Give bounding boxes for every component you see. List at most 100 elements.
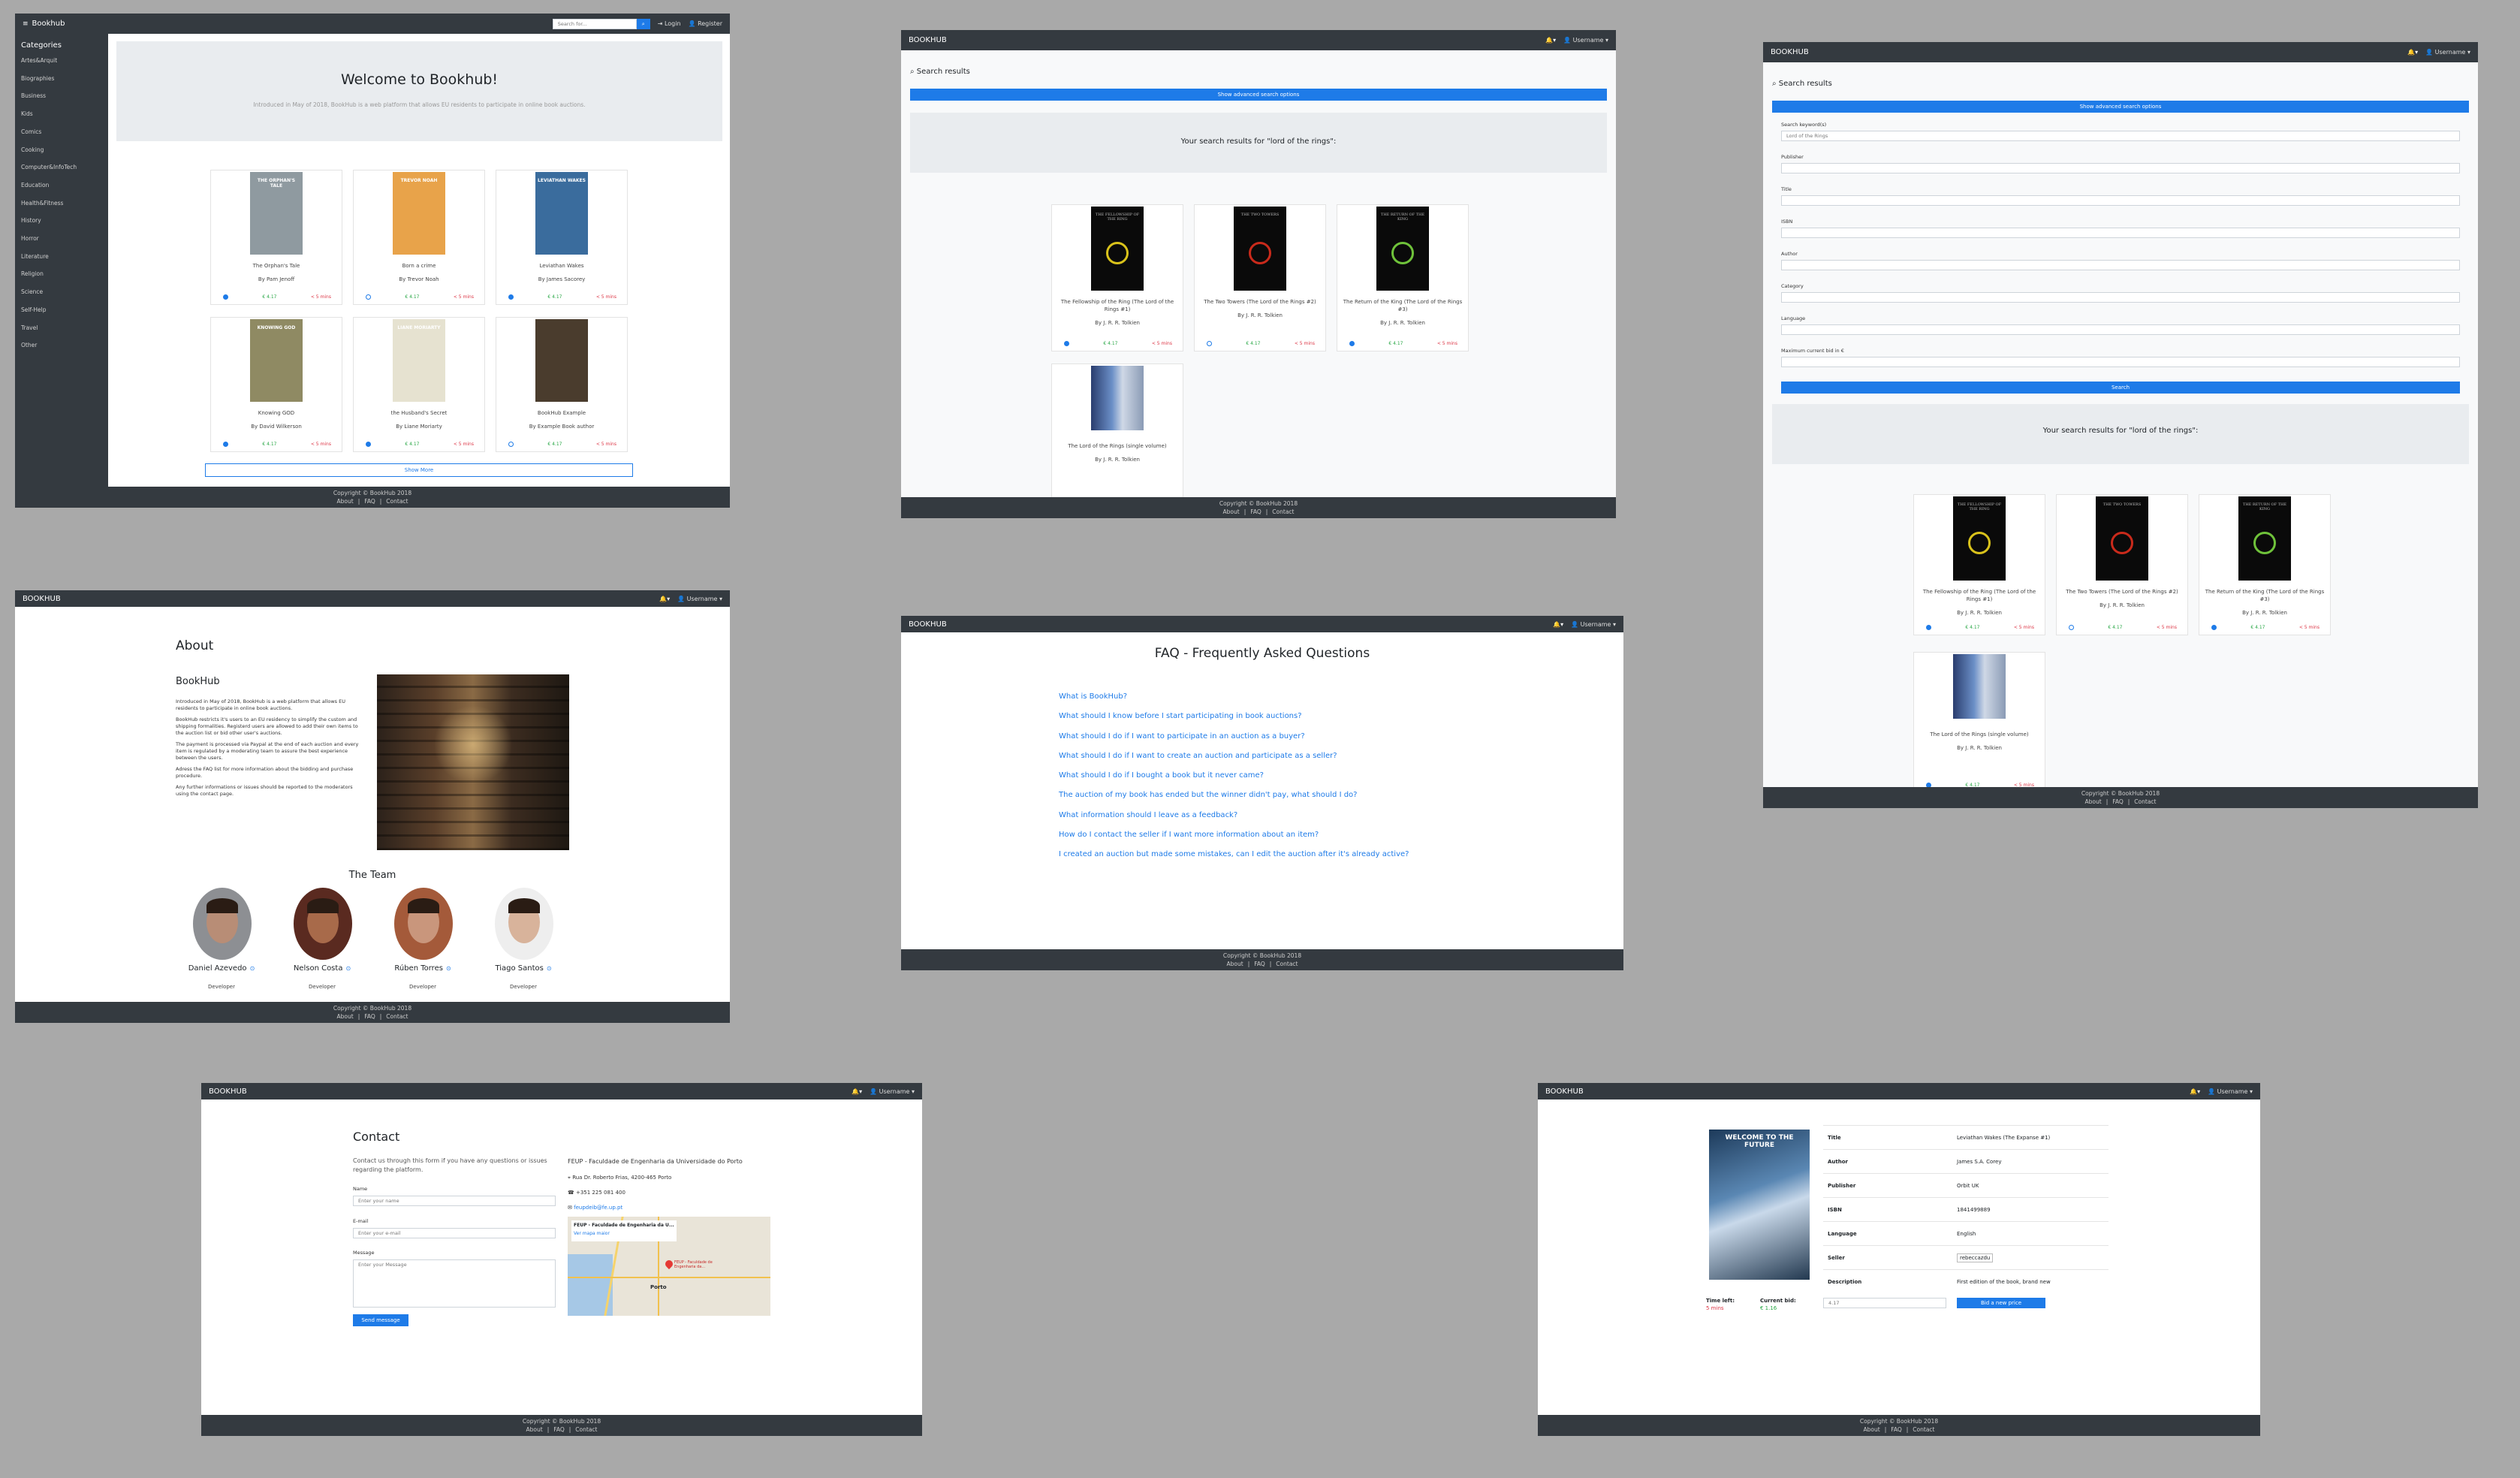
- footer-faq-link[interactable]: FAQ: [1254, 961, 1265, 967]
- adv-field-input-2[interactable]: [1781, 195, 2460, 206]
- book-cover[interactable]: LIANE MORIARTY: [393, 319, 445, 402]
- bell-icon[interactable]: 🔔▾: [1553, 620, 1564, 628]
- brand-logo[interactable]: Bookhub: [32, 20, 65, 28]
- map-pin-icon[interactable]: [663, 1258, 675, 1270]
- map-embed[interactable]: FEUP - Faculdade de Engenharia da U... V…: [568, 1217, 770, 1316]
- faq-question-4[interactable]: What should I do if I bought a book but …: [1059, 771, 1264, 780]
- book-card[interactable]: BookHub Example By Example Book author € 4…: [496, 317, 628, 452]
- adv-field-input-6[interactable]: [1781, 324, 2460, 335]
- footer-about-link[interactable]: About: [1222, 508, 1240, 515]
- adv-field-input-4[interactable]: [1781, 260, 2460, 270]
- book-card[interactable]: TREVOR NOAH Born a crime By Trevor Noah € 4…: [353, 170, 485, 305]
- footer-about-link[interactable]: About: [1863, 1426, 1880, 1433]
- book-card[interactable]: THE FELLOWSHIP OF THE RING The Fellowship…: [1051, 204, 1183, 351]
- brand-logo[interactable]: BOOKHUB: [1545, 1087, 1584, 1096]
- book-cover[interactable]: [1953, 654, 2006, 719]
- book-cover[interactable]: THE FELLOWSHIP OF THE RING: [1953, 496, 2006, 581]
- register-link[interactable]: 👤 Register: [688, 20, 722, 27]
- book-card[interactable]: THE TWO TOWERS The Two Towers (The Lord o…: [2056, 494, 2188, 635]
- search-input[interactable]: Search for...: [552, 18, 637, 29]
- watch-icon[interactable]: [1926, 625, 1931, 630]
- search-submit-button[interactable]: Search: [1781, 382, 2460, 394]
- faq-question-0[interactable]: What is BookHub?: [1059, 692, 1128, 701]
- book-card[interactable]: KNOWING GOD Knowing GOD By David Wilkerson…: [210, 317, 342, 452]
- adv-field-input-5[interactable]: [1781, 292, 2460, 303]
- email-input[interactable]: Enter your e-mail: [353, 1228, 556, 1238]
- book-cover[interactable]: THE ORPHAN'S TALE: [250, 172, 303, 255]
- book-card[interactable]: THE RETURN OF THE KING The Return of the …: [2199, 494, 2331, 635]
- book-cover[interactable]: THE FELLOWSHIP OF THE RING: [1091, 207, 1144, 291]
- faq-question-8[interactable]: I created an auction but made some mista…: [1059, 850, 1409, 859]
- book-cover[interactable]: THE TWO TOWERS: [1234, 207, 1286, 291]
- watch-icon[interactable]: [508, 442, 514, 447]
- user-menu[interactable]: 👤 Username ▾: [1563, 37, 1608, 44]
- github-icon[interactable]: ⊙: [249, 965, 255, 972]
- bell-icon[interactable]: 🔔▾: [659, 595, 671, 602]
- brand-logo[interactable]: BOOKHUB: [909, 36, 947, 44]
- footer-faq-link[interactable]: FAQ: [364, 498, 375, 505]
- book-cover[interactable]: KNOWING GOD: [250, 319, 303, 402]
- footer-contact-link[interactable]: Contact: [1276, 961, 1298, 967]
- user-menu[interactable]: 👤 Username ▾: [677, 595, 722, 602]
- advanced-search-toggle[interactable]: Show advanced search options: [1772, 101, 2469, 113]
- sidebar-item-10[interactable]: Horror: [21, 235, 39, 243]
- book-card[interactable]: THE RETURN OF THE KING The Return of the …: [1337, 204, 1469, 351]
- watch-icon[interactable]: [366, 294, 371, 300]
- sidebar-item-1[interactable]: Biographies: [21, 74, 55, 82]
- sidebar-item-15[interactable]: Travel: [21, 324, 38, 331]
- login-link[interactable]: ⇥ Login: [657, 20, 681, 27]
- sidebar-item-8[interactable]: Health&Fitness: [21, 199, 64, 207]
- search-button[interactable]: ⌕: [636, 18, 650, 29]
- bell-icon[interactable]: 🔔▾: [1545, 37, 1557, 44]
- brand-logo[interactable]: BOOKHUB: [909, 620, 947, 629]
- advanced-search-toggle[interactable]: Show advanced search options: [910, 89, 1607, 101]
- footer-contact-link[interactable]: Contact: [386, 1013, 408, 1020]
- footer-contact-link[interactable]: Contact: [1272, 508, 1295, 515]
- user-menu[interactable]: 👤 Username ▾: [2208, 1087, 2253, 1095]
- footer-contact-link[interactable]: Contact: [1913, 1426, 1935, 1433]
- sidebar-item-6[interactable]: Computer&InfoTech: [21, 164, 77, 171]
- footer-about-link[interactable]: About: [336, 498, 354, 505]
- watch-icon[interactable]: [1207, 341, 1212, 346]
- faq-question-7[interactable]: How do I contact the seller if I want mo…: [1059, 831, 1319, 840]
- footer-contact-link[interactable]: Contact: [575, 1426, 598, 1433]
- bid-amount-input[interactable]: 4.17: [1823, 1298, 1946, 1308]
- github-icon[interactable]: ⊙: [546, 965, 552, 972]
- watch-icon[interactable]: [366, 442, 371, 447]
- faq-question-2[interactable]: What should I do if I want to participat…: [1059, 731, 1305, 741]
- footer-about-link[interactable]: About: [1226, 961, 1243, 967]
- book-card[interactable]: LEVIATHAN WAKES Leviathan Wakes By James S…: [496, 170, 628, 305]
- github-icon[interactable]: ⊙: [345, 965, 351, 972]
- sidebar-item-5[interactable]: Cooking: [21, 146, 44, 153]
- book-cover[interactable]: [1091, 366, 1144, 430]
- book-cover[interactable]: THE RETURN OF THE KING: [2238, 496, 2291, 581]
- map-larger-link[interactable]: Ver mapa maior: [574, 1231, 610, 1236]
- book-card[interactable]: THE ORPHAN'S TALE The Orphan's Tale By Pam…: [210, 170, 342, 305]
- watch-icon[interactable]: [508, 294, 514, 300]
- book-cover[interactable]: THE TWO TOWERS: [2096, 496, 2148, 581]
- sidebar-item-7[interactable]: Education: [21, 181, 50, 189]
- watch-icon[interactable]: [1926, 783, 1931, 788]
- book-cover[interactable]: THE RETURN OF THE KING: [1376, 207, 1429, 291]
- brand-logo[interactable]: BOOKHUB: [1771, 48, 1809, 56]
- sidebar-item-13[interactable]: Science: [21, 288, 44, 296]
- footer-about-link[interactable]: About: [526, 1426, 543, 1433]
- book-cover[interactable]: TREVOR NOAH: [393, 172, 445, 255]
- footer-faq-link[interactable]: FAQ: [553, 1426, 565, 1433]
- brand-logo[interactable]: BOOKHUB: [209, 1087, 247, 1096]
- footer-contact-link[interactable]: Contact: [386, 498, 408, 505]
- adv-field-input-0[interactable]: Lord of the Rings: [1781, 131, 2460, 141]
- sidebar-item-16[interactable]: Other: [21, 342, 38, 349]
- user-menu[interactable]: 👤 Username ▾: [2425, 49, 2470, 56]
- sidebar-item-0[interactable]: Artes&Arquit: [21, 57, 58, 64]
- email-link[interactable]: feupdeib@fe.up.pt: [574, 1205, 623, 1211]
- user-menu[interactable]: 👤 Username ▾: [870, 1087, 915, 1095]
- watch-icon[interactable]: [1349, 341, 1355, 346]
- footer-faq-link[interactable]: FAQ: [2112, 798, 2124, 805]
- book-card[interactable]: The Lord of the Rings (single volume) By …: [1913, 652, 2045, 793]
- adv-field-input-1[interactable]: [1781, 163, 2460, 173]
- message-textarea[interactable]: Enter your Message: [353, 1259, 556, 1308]
- bell-icon[interactable]: 🔔▾: [852, 1087, 863, 1095]
- book-cover[interactable]: [535, 319, 588, 402]
- watch-icon[interactable]: [223, 442, 228, 447]
